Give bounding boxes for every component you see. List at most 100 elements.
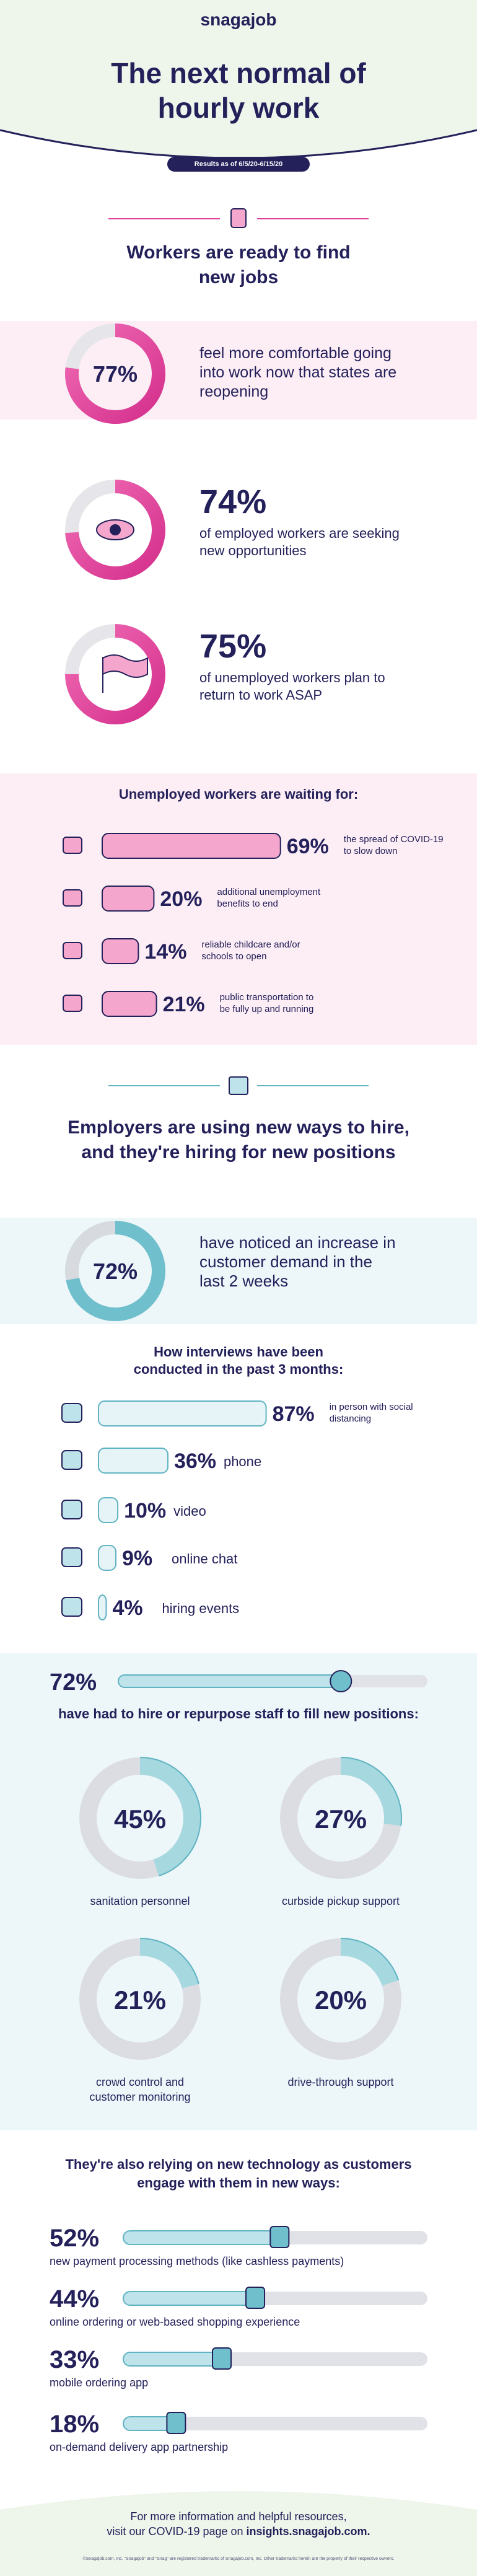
donut-edge — [340, 1938, 400, 1981]
bar-text: video — [173, 1503, 206, 1519]
donut-arc — [65, 323, 165, 424]
bar-value: 21% — [162, 993, 205, 1016]
bar-track — [123, 2417, 427, 2430]
section-heading: Workers are ready to find new jobs — [126, 242, 351, 288]
bar — [98, 1497, 119, 1523]
donut-value: 21% — [113, 1985, 167, 2015]
bar — [123, 2230, 282, 2245]
title: The next normal of hourly work — [111, 57, 366, 124]
stat-text: of unemployed workers plan to return to … — [199, 670, 385, 703]
donut-arc — [340, 1757, 401, 1826]
bar-value: 9% — [121, 1547, 153, 1570]
bar-text: hiring events — [162, 1601, 240, 1616]
bar — [98, 1594, 107, 1620]
footer-text: For more information and helpful resourc… — [130, 2510, 347, 2523]
bar-text: reliable childcare and/or schools to ope… — [201, 939, 300, 962]
bar-value: 87% — [272, 1402, 315, 1426]
icon — [63, 995, 82, 1012]
sub-heading: Unemployed workers are waiting for: — [118, 786, 359, 802]
stat-value: 52% — [50, 2225, 100, 2252]
donut-arc — [66, 1221, 165, 1321]
icon — [269, 2226, 290, 2248]
section-heading: They're also relying on new technology a… — [65, 2156, 412, 2191]
header-bg — [0, 0, 477, 158]
bar — [102, 833, 281, 859]
icon — [63, 837, 82, 854]
bar — [98, 1400, 267, 1426]
stat-text: have noticed an increase in customer dem… — [199, 1233, 396, 1290]
bar-value: 14% — [144, 940, 187, 964]
icon — [61, 1500, 82, 1519]
icon — [61, 1450, 82, 1470]
donut-value: 20% — [314, 1985, 367, 2015]
footer-link[interactable]: insights.snagajob.com. — [246, 2525, 370, 2538]
icon — [61, 1597, 82, 1617]
icon — [166, 2412, 186, 2434]
stat-text: online ordering or web-based shopping ex… — [50, 2316, 300, 2328]
donut-label: curbside pickup support — [281, 1895, 400, 1907]
donut-label: drive-through support — [287, 2076, 394, 2088]
icon — [212, 2347, 232, 2370]
stat-text: mobile ordering app — [50, 2376, 149, 2389]
band — [0, 1653, 477, 2130]
icon — [61, 1547, 82, 1567]
donut-arc — [139, 1757, 201, 1876]
bar-text: online chat — [171, 1551, 238, 1567]
icon — [102, 654, 148, 693]
stat-text: have had to hire or repurpose staff to f… — [58, 1706, 419, 1721]
bar — [98, 1545, 116, 1571]
donut-arc — [65, 624, 165, 724]
band — [0, 1218, 477, 1324]
stat-text: new payment processing methods (like cas… — [50, 2255, 344, 2267]
icon — [63, 942, 82, 959]
bar-value: 4% — [112, 1596, 143, 1620]
donut-value: 27% — [314, 1805, 367, 1834]
donut-value: 45% — [113, 1805, 167, 1834]
footer-text: visit our COVID-19 page on — [107, 2525, 243, 2538]
section-heading: Employers are using new ways to hire, an… — [68, 1117, 409, 1163]
bar-text: the spread of COVID-19 to slow down — [343, 834, 444, 856]
stat-value: 44% — [50, 2285, 100, 2313]
bar — [123, 2352, 225, 2367]
legal-text: ©Snagajob.com, Inc. "Snagajob" and "Snag… — [82, 2557, 395, 2561]
bar-value: 20% — [160, 887, 203, 911]
stat-text: feel more comfortable going into work no… — [199, 345, 397, 400]
footer-bg — [0, 2491, 477, 2576]
icon — [110, 524, 121, 535]
bar — [102, 886, 155, 912]
stat-value: 75% — [199, 628, 267, 665]
icon — [330, 1670, 352, 1692]
date-badge: Results as of 6/5/20-6/15/20 — [167, 157, 310, 172]
stat-value: 18% — [50, 2411, 100, 2438]
bar — [118, 1674, 342, 1688]
donut-arc — [139, 1938, 199, 1989]
stat-text: on-demand delivery app partnership — [50, 2441, 229, 2453]
donut-arc — [65, 480, 165, 580]
stat-value: 33% — [50, 2346, 100, 2373]
bar-value: 10% — [124, 1499, 167, 1523]
donut-label: crowd control and customer monitoring — [89, 2076, 191, 2103]
donut-label: sanitation personnel — [90, 1895, 190, 1907]
bar — [98, 1448, 168, 1474]
icon — [61, 1403, 82, 1423]
icon — [245, 2287, 266, 2309]
bar — [123, 2291, 258, 2306]
footer-line: visit our COVID-19 page on insights.snaga… — [53, 2525, 424, 2539]
bar-text: additional unemployment benefits to end — [217, 887, 321, 909]
divider-icon — [230, 208, 247, 228]
bar-value: 36% — [173, 1449, 217, 1473]
sub-heading: How interviews have been conducted in th… — [133, 1344, 344, 1377]
bar-value: 69% — [286, 835, 329, 858]
bar-text: public transportation to be fully up and… — [219, 992, 314, 1014]
donut-edge — [340, 1757, 402, 1826]
donut-edge — [139, 1938, 199, 1984]
stat-value: 72% — [92, 1259, 138, 1284]
stat-value: 72% — [50, 1669, 97, 1695]
logo: snagajob — [200, 10, 277, 29]
icon — [63, 889, 82, 907]
stat-text: of employed workers are seeking new oppo… — [199, 525, 400, 558]
stat-value: 77% — [92, 361, 138, 387]
stat-value: 74% — [199, 483, 267, 521]
